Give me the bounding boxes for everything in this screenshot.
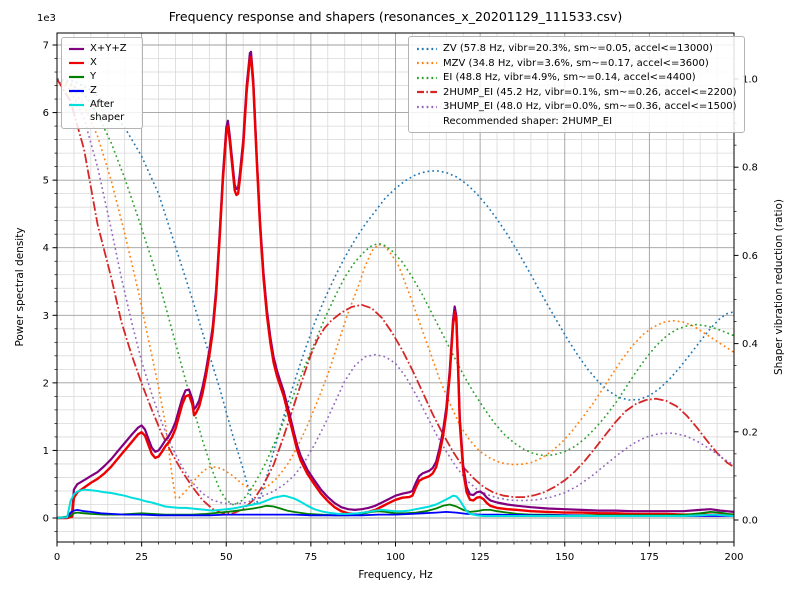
legend-item-label: Z — [90, 85, 97, 96]
legend-item: Z — [68, 84, 136, 97]
axis-tick-labels: 0 25 50 75 100 125 150 175 200 0 1 2 3 4 5 6 7 0.0 0.2 0.4 0… — [43, 41, 758, 563]
y-left-tick-label: 2 — [43, 378, 49, 389]
series-2HUMP_EI — [56, 78, 735, 515]
y-left-tick-label: 4 — [43, 243, 49, 254]
series-ZV — [56, 78, 735, 506]
x-tick-label: 200 — [724, 552, 743, 563]
series-Z — [56, 508, 734, 519]
legend-item: X — [68, 56, 136, 69]
series-EI — [56, 78, 735, 506]
y-right-tick-label: 0.0 — [742, 516, 758, 527]
y-left-tick-label: 0 — [43, 514, 49, 525]
legend-item: 2HUMP_EI (45.2 Hz, vibr=0.1%, sm~=0.26, … — [416, 86, 737, 100]
y-right-tick-label: 0.8 — [742, 163, 758, 174]
legend-measured: X+Y+Z X Y Z After shaper — [61, 37, 143, 129]
series-After shaper — [56, 488, 735, 519]
chart-title: Frequency response and shapers (resonanc… — [168, 9, 623, 24]
legend-item-label: EI (48.8 Hz, vibr=4.9%, sm~=0.14, accel<… — [443, 72, 696, 83]
legend-item: After shaper — [68, 98, 136, 124]
legend-line-swatch — [69, 47, 84, 50]
legend-item: 3HUMP_EI (48.0 Hz, vibr=0.0%, sm~=0.36, … — [416, 100, 737, 114]
legend-item-label: Y — [90, 71, 97, 82]
y-right-tick-label: 1.0 — [742, 75, 758, 86]
x-tick-label: 50 — [220, 552, 233, 563]
series-X — [57, 56, 734, 520]
legend-line-swatch — [417, 76, 437, 79]
axes-frame — [56, 32, 735, 543]
legend-item-label: After shaper — [90, 99, 125, 123]
legend-item: EI (48.8 Hz, vibr=4.9%, sm~=0.14, accel<… — [416, 71, 737, 85]
y-left-tick-label: 7 — [43, 41, 49, 52]
legend-item-label: X+Y+Z — [90, 43, 127, 54]
legend-line-swatch — [69, 61, 84, 64]
x-tick-label: 150 — [555, 552, 574, 563]
y-axis-offset-label: 1e3 — [37, 13, 56, 24]
legend-item-label: ZV (57.8 Hz, vibr=20.3%, sm~=0.05, accel… — [443, 43, 713, 54]
series-3HUMP_EI — [56, 78, 735, 505]
legend-line-swatch — [69, 103, 84, 106]
y-axis-label-right: Shaper vibration reduction (ratio) — [773, 198, 785, 376]
legend-item-label: X — [90, 57, 97, 68]
legend-line-swatch — [69, 89, 84, 92]
legend-item-label: MZV (34.8 Hz, vibr=3.6%, sm~=0.17, accel… — [443, 57, 709, 69]
legend-item: MZV (34.8 Hz, vibr=3.6%, sm~=0.17, accel… — [416, 57, 737, 71]
series-lines — [56, 50, 735, 520]
legend-item-label: 2HUMP_EI (45.2 Hz, vibr=0.1%, sm~=0.26, … — [443, 86, 737, 98]
x-tick-label: 175 — [640, 552, 659, 563]
y-right-tick-label: 0.4 — [742, 339, 758, 350]
legend-line-swatch — [417, 61, 437, 65]
legend-item-label: 3HUMP_EI (48.0 Hz, vibr=0.0%, sm~=0.36, … — [443, 101, 737, 112]
x-tick-label: 25 — [135, 552, 148, 563]
x-tick-label: 0 — [54, 552, 60, 563]
legend-item: X+Y+Z — [68, 42, 136, 55]
y-left-tick-label: 5 — [43, 176, 49, 187]
y-left-tick-label: 3 — [43, 311, 49, 322]
legend-recommendation-note: Recommended shaper: 2HUMP_EI — [443, 115, 613, 127]
x-tick-label: 75 — [305, 552, 318, 563]
x-tick-label: 100 — [386, 552, 405, 563]
y-right-tick-label: 0.2 — [742, 427, 758, 438]
legend-item: ZV (57.8 Hz, vibr=20.3%, sm~=0.05, accel… — [416, 42, 737, 56]
legend-line-swatch — [417, 105, 437, 108]
y-left-tick-label: 6 — [43, 108, 49, 119]
legend-shapers: ZV (57.8 Hz, vibr=20.3%, sm~=0.05, accel… — [408, 36, 745, 133]
legend-item: Y — [68, 70, 136, 83]
legend-line-swatch — [417, 90, 437, 94]
legend-line-swatch — [69, 75, 84, 78]
x-axis-label: Frequency, Hz — [358, 569, 433, 581]
y-left-tick-label: 1 — [43, 446, 49, 457]
y-axis-label-left: Power spectral density — [14, 227, 26, 347]
x-tick-label: 125 — [471, 552, 490, 563]
y-right-tick-label: 0.6 — [742, 251, 758, 262]
series-MZV — [56, 78, 735, 499]
legend-line-swatch — [417, 47, 437, 50]
